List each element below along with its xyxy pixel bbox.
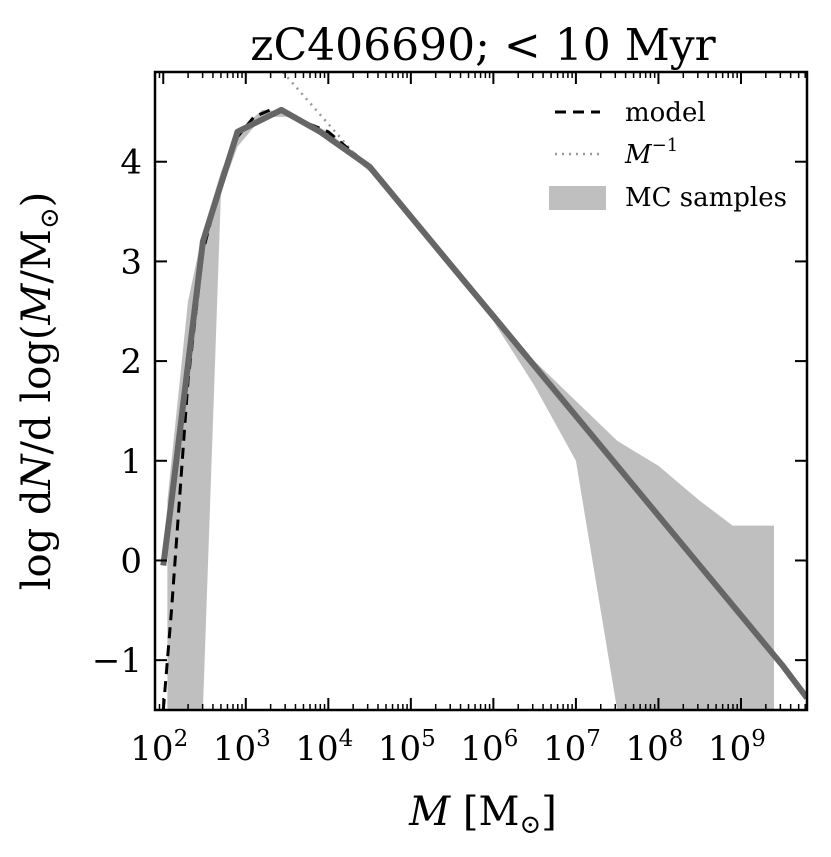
x-tick-label: 102 xyxy=(130,726,188,769)
legend: model M−1 MC samples xyxy=(549,98,787,213)
legend-m-minus-one-label: M−1 xyxy=(624,135,678,170)
x-tick-label: 108 xyxy=(625,726,683,769)
median-line xyxy=(160,106,807,700)
y-tick-label: 0 xyxy=(120,541,142,581)
legend-mc-samples-label: MC samples xyxy=(625,183,787,213)
legend-mc-samples-swatch xyxy=(549,186,606,210)
x-axis-label: M [M⊙] xyxy=(408,789,557,840)
x-tick-label: 106 xyxy=(460,726,518,769)
mc-samples-band xyxy=(167,109,774,710)
x-tick-label: 109 xyxy=(708,726,766,769)
y-tick-label: −1 xyxy=(92,641,142,681)
y-tick-label: 2 xyxy=(120,342,142,382)
x-tick-label: 103 xyxy=(213,726,271,769)
legend-model-label: model xyxy=(625,98,706,128)
chart-title: zC406690; < 10 Myr xyxy=(250,20,716,71)
y-tick-label: 3 xyxy=(120,242,142,282)
y-axis-label: log dN/d log(M/M⊙) xyxy=(14,192,65,591)
x-tick-label: 104 xyxy=(295,726,353,769)
y-tick-label: 4 xyxy=(120,143,142,183)
x-tick-label: 107 xyxy=(543,726,601,769)
x-tick-label: 105 xyxy=(378,726,436,769)
y-tick-label: 1 xyxy=(120,442,142,482)
